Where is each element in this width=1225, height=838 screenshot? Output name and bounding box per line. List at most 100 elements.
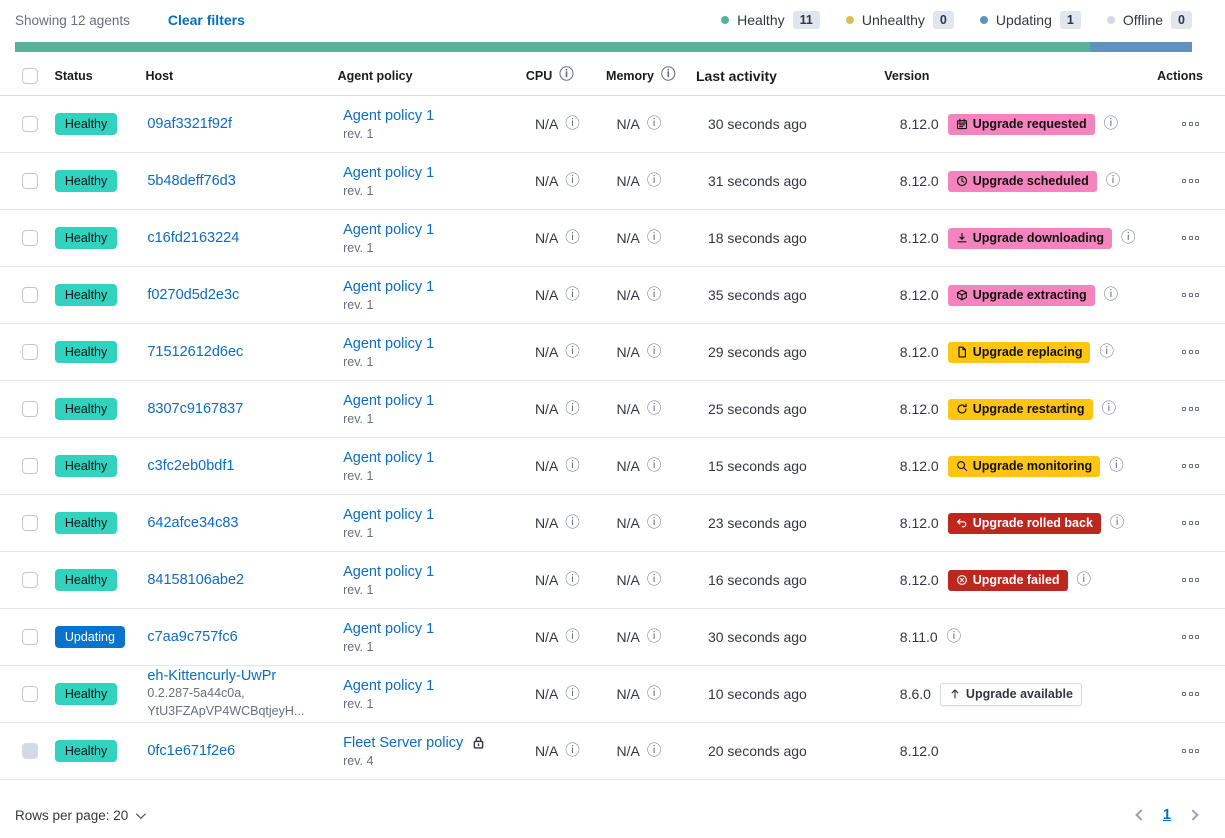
host-link[interactable]: c16fd2163224 xyxy=(147,230,240,246)
cpu-info-icon[interactable]: ⓘ xyxy=(559,67,574,84)
upgrade-details-info-icon[interactable]: ⓘ xyxy=(946,628,962,645)
memory-info-icon[interactable]: ⓘ xyxy=(660,67,676,84)
host-link[interactable]: 5b48deff76d3 xyxy=(147,173,236,189)
memory-info-icon[interactable]: ⓘ xyxy=(646,457,662,474)
cpu-info-icon[interactable]: ⓘ xyxy=(565,514,580,531)
agent-policy-link[interactable]: Agent policy 1 xyxy=(343,563,435,580)
host-link[interactable]: eh-Kittencurly-UwPr xyxy=(147,668,277,684)
cpu-info-icon[interactable]: ⓘ xyxy=(565,457,580,474)
memory-info-icon[interactable]: ⓘ xyxy=(646,571,662,588)
row-actions-button[interactable] xyxy=(1178,118,1203,130)
upgrade-details-info-icon[interactable]: ⓘ xyxy=(1076,571,1092,588)
row-checkbox[interactable] xyxy=(22,629,38,645)
cpu-info-icon[interactable]: ⓘ xyxy=(565,742,580,759)
row-checkbox[interactable] xyxy=(22,515,38,531)
memory-info-icon[interactable]: ⓘ xyxy=(646,514,662,531)
agent-policy-link[interactable]: Agent policy 1 xyxy=(343,677,435,694)
policy-revision: rev. 1 xyxy=(343,411,374,426)
agent-policy-link[interactable]: Agent policy 1 xyxy=(343,335,435,352)
cpu-info-icon[interactable]: ⓘ xyxy=(565,229,580,246)
upgrade-details-info-icon[interactable]: ⓘ xyxy=(1103,115,1119,132)
memory-info-icon[interactable]: ⓘ xyxy=(646,628,662,645)
policy-revision: rev. 1 xyxy=(343,240,374,255)
table-row: Healthy 09af3321f92f Agent policy 1 rev. 1 N… xyxy=(0,96,1225,153)
memory-info-icon[interactable]: ⓘ xyxy=(646,286,662,303)
row-actions-button[interactable] xyxy=(1178,346,1203,358)
row-actions-button[interactable] xyxy=(1178,232,1203,244)
row-actions-button[interactable] xyxy=(1178,688,1203,700)
agent-policy-link[interactable]: Agent policy 1 xyxy=(343,620,435,637)
row-actions-button[interactable] xyxy=(1178,460,1203,472)
next-page-icon[interactable] xyxy=(1187,809,1199,821)
memory-info-icon[interactable]: ⓘ xyxy=(646,343,662,360)
memory-info-icon[interactable]: ⓘ xyxy=(646,685,662,702)
agent-policy-link[interactable]: Agent policy 1 xyxy=(343,392,435,409)
page-number[interactable]: 1 xyxy=(1162,807,1171,823)
agent-policy-link[interactable]: Agent policy 1 xyxy=(343,278,435,295)
cpu-info-icon[interactable]: ⓘ xyxy=(565,400,580,417)
row-actions-button[interactable] xyxy=(1178,745,1203,757)
host-link[interactable]: 0fc1e671f2e6 xyxy=(147,743,236,759)
chevron-down-icon xyxy=(136,808,147,819)
legend-item-healthy[interactable]: Healthy 11 xyxy=(721,11,820,29)
row-actions-button[interactable] xyxy=(1178,517,1203,529)
clear-filters-link[interactable]: Clear filters xyxy=(167,12,245,28)
agent-status-badge: Healthy xyxy=(54,683,118,705)
host-link[interactable]: 71512612d6ec xyxy=(147,344,244,360)
cpu-info-icon[interactable]: ⓘ xyxy=(565,286,580,303)
upgrade-details-info-icon[interactable]: ⓘ xyxy=(1120,229,1136,246)
version-value: 8.11.0 xyxy=(899,629,938,645)
host-link[interactable]: c3fc2eb0bdf1 xyxy=(147,458,235,474)
host-link[interactable]: c7aa9c757fc6 xyxy=(147,629,238,645)
agent-policy-link[interactable]: Agent policy 1 xyxy=(343,164,435,181)
row-checkbox[interactable] xyxy=(22,572,38,588)
row-checkbox[interactable] xyxy=(22,401,38,417)
host-link[interactable]: 8307c9167837 xyxy=(147,401,244,417)
select-all-checkbox[interactable] xyxy=(22,67,38,84)
memory-info-icon[interactable]: ⓘ xyxy=(646,172,662,189)
agent-policy-link[interactable]: Agent policy 1 xyxy=(343,107,435,124)
version-value: 8.12.0 xyxy=(899,515,939,531)
host-link[interactable]: 09af3321f92f xyxy=(147,116,233,132)
upgrade-details-info-icon[interactable]: ⓘ xyxy=(1101,400,1117,417)
row-checkbox[interactable] xyxy=(22,458,38,474)
agent-policy-link[interactable]: Fleet Server policy xyxy=(343,734,464,751)
row-actions-button[interactable] xyxy=(1178,631,1203,643)
row-checkbox[interactable] xyxy=(22,116,38,132)
row-checkbox[interactable] xyxy=(22,344,38,360)
upgrade-details-info-icon[interactable]: ⓘ xyxy=(1099,343,1114,360)
rows-per-page-button[interactable]: Rows per page: 20 xyxy=(15,808,147,823)
previous-page-icon[interactable] xyxy=(1135,809,1147,821)
cpu-info-icon[interactable]: ⓘ xyxy=(565,571,580,588)
row-actions-button[interactable] xyxy=(1178,175,1203,187)
agent-policy-link[interactable]: Agent policy 1 xyxy=(343,506,435,523)
cpu-info-icon[interactable]: ⓘ xyxy=(565,343,580,360)
memory-info-icon[interactable]: ⓘ xyxy=(646,115,662,132)
cpu-info-icon[interactable]: ⓘ xyxy=(565,628,580,645)
row-checkbox[interactable] xyxy=(22,287,38,303)
memory-info-icon[interactable]: ⓘ xyxy=(646,742,662,759)
memory-info-icon[interactable]: ⓘ xyxy=(646,400,662,417)
upgrade-details-info-icon[interactable]: ⓘ xyxy=(1109,514,1125,531)
memory-info-icon[interactable]: ⓘ xyxy=(646,229,662,246)
row-checkbox[interactable] xyxy=(22,230,38,246)
host-link[interactable]: 84158106abe2 xyxy=(147,572,245,588)
row-actions-button[interactable] xyxy=(1178,289,1203,301)
upgrade-details-info-icon[interactable]: ⓘ xyxy=(1109,457,1124,474)
row-actions-button[interactable] xyxy=(1178,574,1203,586)
upgrade-details-info-icon[interactable]: ⓘ xyxy=(1103,286,1119,303)
row-checkbox[interactable] xyxy=(22,686,38,702)
legend-item-updating[interactable]: Updating 1 xyxy=(979,11,1081,29)
cpu-info-icon[interactable]: ⓘ xyxy=(565,115,580,132)
cpu-info-icon[interactable]: ⓘ xyxy=(565,172,580,189)
row-actions-button[interactable] xyxy=(1178,403,1203,415)
upgrade-details-info-icon[interactable]: ⓘ xyxy=(1105,172,1121,189)
row-checkbox[interactable] xyxy=(22,173,38,189)
legend-item-offline[interactable]: Offline 0 xyxy=(1106,11,1192,29)
agent-policy-link[interactable]: Agent policy 1 xyxy=(343,449,435,466)
cpu-info-icon[interactable]: ⓘ xyxy=(565,685,580,702)
host-link[interactable]: 642afce34c83 xyxy=(147,515,239,531)
host-link[interactable]: f0270d5d2e3c xyxy=(147,287,240,303)
legend-item-unhealthy[interactable]: Unhealthy 0 xyxy=(845,11,954,29)
agent-policy-link[interactable]: Agent policy 1 xyxy=(343,221,435,238)
